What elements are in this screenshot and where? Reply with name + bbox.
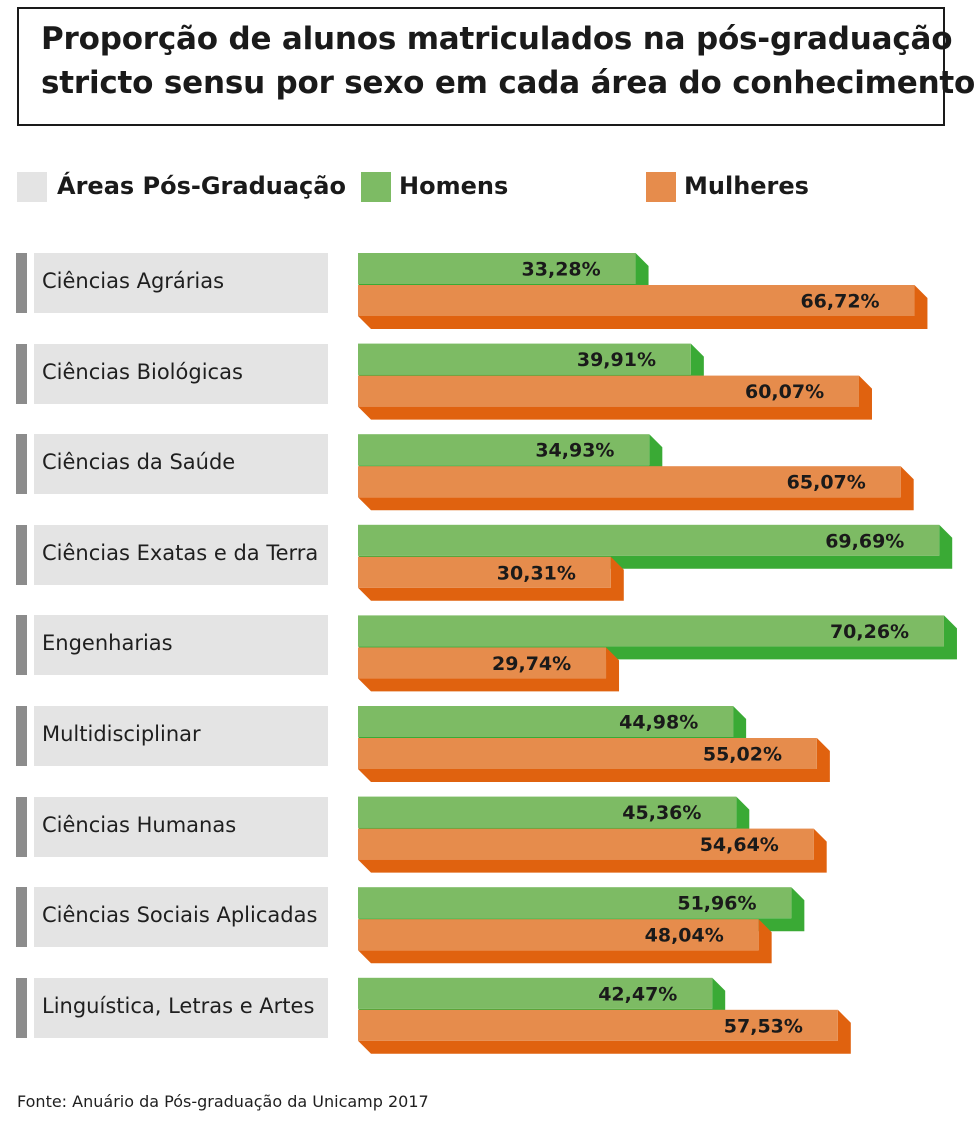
category-marker-ciencias-humanas [16, 796, 27, 857]
category-marker-multidisciplinar [16, 706, 27, 766]
legend-label-mulheres: Mulheres [684, 172, 809, 200]
category-marker-ciencias-biologicas [16, 343, 27, 404]
bar-homens-engenharias-label: 70,26% [830, 621, 909, 643]
bar-mulheres-ciencias-agrarias-label: 66,72% [800, 291, 879, 313]
bar-mulheres-ciencias-sociais-aplicadas-depth [358, 919, 772, 964]
bar-homens-engenharias-face [358, 615, 944, 647]
category-box-ciencias-da-saude [34, 434, 328, 495]
bar-mulheres-linguistica-letras-e-artes-label: 57,53% [724, 1015, 803, 1037]
category-box-multidisciplinar [34, 706, 328, 766]
category-box-linguistica-letras-e-artes [34, 977, 328, 1038]
bar-homens-linguistica-letras-e-artes-face [358, 977, 713, 1009]
bar-mulheres-ciencias-humanas-label: 54,64% [700, 834, 779, 856]
bar-mulheres-linguistica-letras-e-artes-face [358, 1009, 838, 1041]
category-label-multidisciplinar: Multidisciplinar [42, 722, 201, 746]
bar-homens-ciencias-exatas-e-da-terra-label: 69,69% [825, 530, 904, 552]
bar-mulheres-multidisciplinar-label: 55,02% [703, 744, 782, 766]
legend-swatch-categories [17, 172, 47, 202]
category-box-ciencias-humanas [34, 796, 328, 857]
bar-homens-ciencias-humanas-face [358, 796, 737, 828]
category-marker-ciencias-agrarias [16, 253, 27, 313]
bar-mulheres-ciencias-sociais-aplicadas-face [358, 919, 759, 951]
bar-mulheres-engenharias: 29,74% [358, 647, 620, 692]
bar-mulheres-multidisciplinar-face [358, 738, 817, 769]
bar-mulheres-linguistica-letras-e-artes: 57,53% [358, 1009, 851, 1054]
bar-mulheres-engenharias-face [358, 647, 607, 679]
bar-homens-ciencias-sociais-aplicadas-face [358, 887, 792, 919]
bar-mulheres-multidisciplinar: 55,02% [358, 738, 830, 782]
bar-mulheres-ciencias-exatas-e-da-terra-label: 30,31% [497, 562, 576, 584]
bar-mulheres-linguistica-letras-e-artes-depth [358, 1009, 851, 1054]
bar-homens-ciencias-da-saude-label: 34,93% [535, 440, 614, 462]
bar-mulheres-multidisciplinar-depth [358, 738, 830, 782]
bar-mulheres-engenharias-label: 29,74% [492, 653, 571, 675]
chart-title-box: Proporção de alunos matriculados na pós-… [17, 7, 975, 126]
category-marker-ciencias-exatas-e-da-terra [16, 524, 27, 585]
legend-swatch-homens [361, 172, 391, 202]
category-marker-ciencias-sociais-aplicadas [16, 887, 27, 948]
category-box-ciencias-biologicas [34, 343, 328, 404]
legend-label-homens: Homens [399, 172, 509, 200]
bar-homens-ciencias-biologicas-label: 39,91% [577, 349, 656, 371]
bar-mulheres-engenharias-depth [358, 647, 620, 692]
bar-mulheres-ciencias-sociais-aplicadas: 48,04% [358, 919, 772, 964]
bar-mulheres-ciencias-da-saude-label: 65,07% [787, 472, 866, 494]
category-marker-engenharias [16, 615, 27, 676]
bar-mulheres-ciencias-biologicas-face [358, 375, 859, 407]
bar-mulheres-ciencias-exatas-e-da-terra-face [358, 556, 611, 588]
category-label-ciencias-agrarias: Ciências Agrárias [42, 269, 225, 293]
chart-title-line-2: stricto sensu por sexo em cada área do c… [41, 65, 976, 101]
bar-mulheres-ciencias-da-saude-depth [358, 466, 914, 511]
category-label-ciencias-sociais-aplicadas: Ciências Sociais Aplicadas [42, 903, 318, 928]
bar-mulheres-ciencias-agrarias-depth [358, 285, 928, 329]
bar-homens-ciencias-sociais-aplicadas-label: 51,96% [677, 893, 756, 915]
bar-mulheres-ciencias-agrarias: 66,72% [358, 285, 928, 329]
bar-homens-ciencias-agrarias-face [358, 253, 636, 284]
bar-mulheres-ciencias-sociais-aplicadas-label: 48,04% [645, 925, 724, 947]
legend-swatch-mulheres [646, 172, 676, 202]
bar-mulheres-ciencias-humanas-face [358, 828, 814, 860]
bar-homens-ciencias-humanas-label: 45,36% [622, 802, 701, 824]
bar-homens-ciencias-agrarias-label: 33,28% [522, 259, 601, 281]
category-label-ciencias-da-saude: Ciências da Saúde [42, 450, 236, 475]
legend-label-categories: Áreas Pós-Graduação [57, 172, 346, 200]
category-label-ciencias-exatas-e-da-terra: Ciências Exatas e da Terra [42, 540, 319, 565]
bar-homens-ciencias-exatas-e-da-terra-face [358, 524, 940, 556]
category-label-engenharias: Engenharias [42, 631, 173, 656]
category-label-ciencias-humanas: Ciências Humanas [42, 812, 237, 837]
bar-homens-linguistica-letras-e-artes-label: 42,47% [598, 983, 677, 1005]
bar-homens-multidisciplinar-face [358, 706, 734, 737]
bar-mulheres-ciencias-exatas-e-da-terra-depth [358, 556, 624, 601]
bar-mulheres-ciencias-agrarias-face [358, 285, 915, 316]
chart-title-line-1: Proporção de alunos matriculados na pós-… [41, 21, 953, 57]
category-marker-ciencias-da-saude [16, 434, 27, 495]
category-box-ciencias-sociais-aplicadas [34, 887, 328, 948]
bar-homens-multidisciplinar-label: 44,98% [619, 712, 698, 734]
bar-mulheres-ciencias-da-saude: 65,07% [358, 466, 914, 511]
bar-homens-ciencias-da-saude-face [358, 434, 650, 466]
source-note: Fonte: Anuário da Pós-graduação da Unica… [17, 1092, 429, 1111]
bar-homens-ciencias-biologicas-face [358, 343, 691, 375]
category-label-linguistica-letras-e-artes: Linguística, Letras e Artes [42, 993, 315, 1018]
bar-mulheres-ciencias-humanas: 54,64% [358, 828, 827, 873]
category-box-engenharias [34, 615, 328, 676]
category-box-ciencias-exatas-e-da-terra [34, 524, 328, 585]
bar-mulheres-ciencias-humanas-depth [358, 828, 827, 873]
category-box-ciencias-agrarias [34, 253, 328, 313]
bar-mulheres-ciencias-biologicas: 60,07% [358, 375, 872, 420]
bar-mulheres-ciencias-exatas-e-da-terra: 30,31% [358, 556, 624, 601]
bar-mulheres-ciencias-da-saude-face [358, 466, 901, 498]
bar-mulheres-ciencias-biologicas-depth [358, 375, 872, 420]
category-label-ciencias-biologicas: Ciências Biológicas [42, 359, 243, 384]
bar-mulheres-ciencias-biologicas-label: 60,07% [745, 381, 824, 403]
category-marker-linguistica-letras-e-artes [16, 977, 27, 1038]
